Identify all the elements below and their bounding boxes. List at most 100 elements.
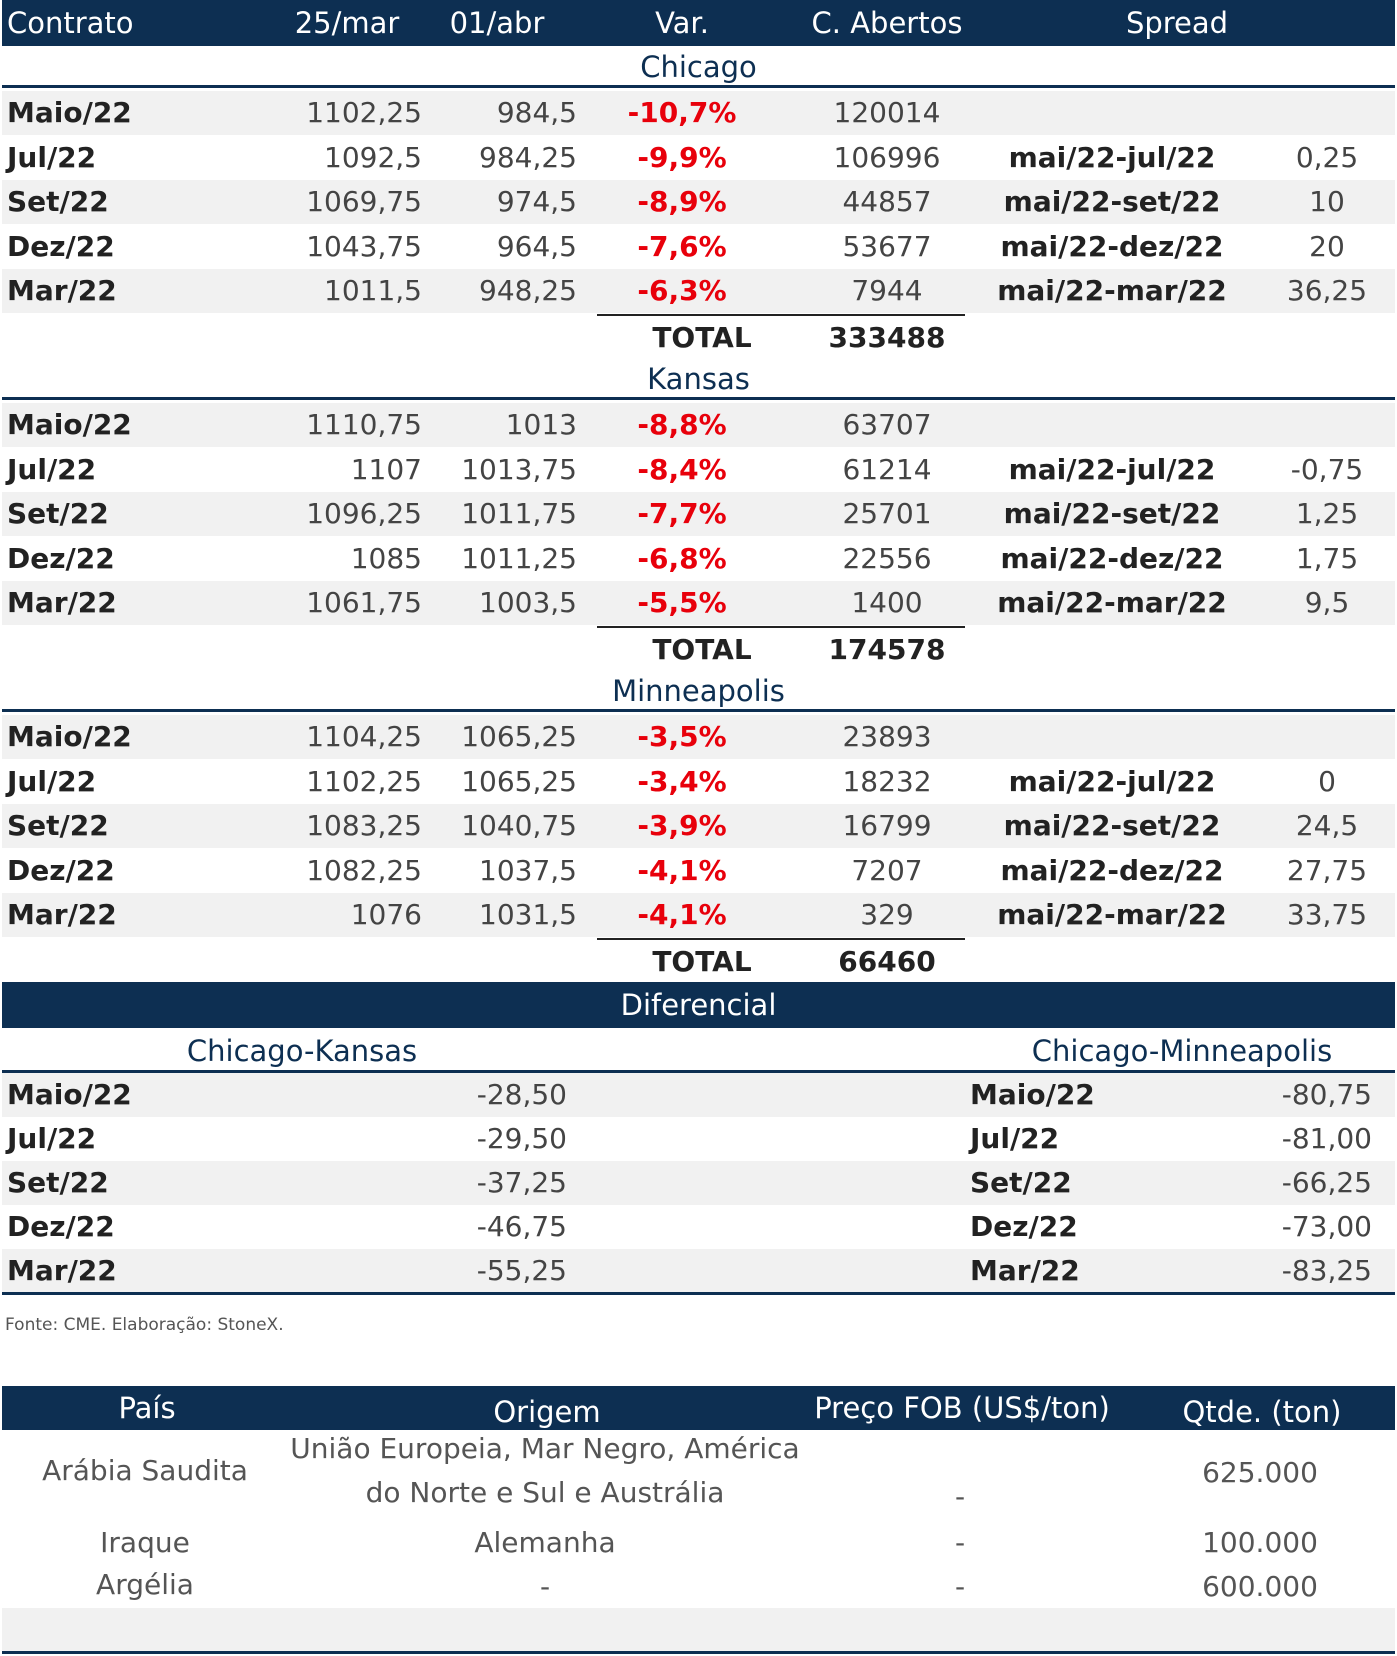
chicago-kansas-value: -29,50 <box>476 1122 567 1155</box>
source-note: Fonte: CME. Elaboração: StoneX. <box>5 1315 284 1335</box>
open-interest-cell: 61214 <box>842 452 932 486</box>
variation-cell: -6,8% <box>637 541 727 575</box>
table-row: Dez/22 1043,75 964,5 -7,6% 53677 mai/22-dez/2… <box>2 225 1395 269</box>
table-row: Maio/22 -28,50 Maio/22 -80,75 <box>2 1073 1395 1117</box>
spread-label-cell: mai/22-mar/22 <box>997 586 1227 619</box>
origem-cell: Alemanha <box>474 1526 616 1559</box>
chicago-minneapolis-title: Chicago-Minneapolis <box>1031 1034 1333 1068</box>
contract-cell: Maio/22 <box>7 96 132 129</box>
spread-label-cell: mai/22-set/22 <box>1003 185 1221 218</box>
open-interest-cell: 25701 <box>842 497 932 530</box>
table-row: Maio/22 1110,75 1013 -8,8% 63707 <box>2 403 1395 447</box>
contract-cell: Dez/22 <box>7 1210 115 1243</box>
table-row: Mar/22 -55,25 Mar/22 -83,25 <box>2 1249 1395 1293</box>
variation-cell: -8,9% <box>637 185 727 218</box>
origem-cell: União Europeia, Mar Negro, América <box>290 1432 800 1465</box>
col-open-interest: C. Abertos <box>811 6 963 40</box>
origem-cell: do Norte e Sul e Austrália <box>365 1476 725 1509</box>
price-date2-cell: 1031,5 <box>479 898 577 931</box>
contract-cell: Maio/22 <box>7 408 132 441</box>
contract-cell: Dez/22 <box>7 853 115 887</box>
price-date2-cell: 1037,5 <box>479 853 577 887</box>
open-interest-cell: 120014 <box>833 96 941 129</box>
spread-value-cell: 1,25 <box>1295 497 1359 530</box>
table-row: Mar/22 1076 1031,5 -4,1% 329 mai/22-mar/22 33,… <box>2 893 1395 937</box>
diferencial-header: Diferencial <box>2 982 1395 1028</box>
variation-cell: -7,7% <box>637 497 727 530</box>
price-date1-cell: 1085 <box>350 541 422 575</box>
chicago-minneapolis-value: -66,25 <box>1281 1166 1372 1199</box>
price-date1-cell: 1076 <box>350 898 422 931</box>
price-date1-cell: 1110,75 <box>306 408 422 441</box>
chicago-minneapolis-value: -83,25 <box>1281 1254 1372 1287</box>
spread-label-cell: mai/22-dez/22 <box>1000 853 1224 887</box>
chicago-kansas-value: -28,50 <box>476 1078 567 1111</box>
contract-cell: Set/22 <box>7 1166 109 1199</box>
contract-cell: Mar/22 <box>970 1254 1080 1287</box>
open-interest-cell: 329 <box>860 898 914 931</box>
table-row: Jul/22 -29,50 Jul/22 -81,00 <box>2 1117 1395 1161</box>
chicago-minneapolis-value: -80,75 <box>1281 1078 1372 1111</box>
diferencial-title: Diferencial <box>620 988 777 1022</box>
qtde-cell: 625.000 <box>1202 1456 1318 1489</box>
table-row: Set/22 1096,25 1011,75 -7,7% 25701 mai/22-set… <box>2 492 1395 536</box>
chicago-kansas-value: -55,25 <box>476 1254 567 1287</box>
contract-cell: Maio/22 <box>7 1078 132 1111</box>
total-row: TOTAL 174578 <box>2 628 1395 672</box>
chicago-minneapolis-value: -73,00 <box>1281 1210 1372 1243</box>
chicago-kansas-value: -37,25 <box>476 1166 567 1199</box>
spread-label-cell: mai/22-jul/22 <box>1008 140 1216 174</box>
price-date2-cell: 984,5 <box>496 96 577 129</box>
table-row: Maio/22 1104,25 1065,25 -3,5% 23893 <box>2 715 1395 759</box>
preco-cell: - <box>954 1570 966 1603</box>
variation-cell: -3,5% <box>637 720 727 753</box>
open-interest-cell: 18232 <box>842 764 932 798</box>
total-value: 66460 <box>838 944 936 978</box>
contract-cell: Jul/22 <box>970 1122 1060 1155</box>
total-divider <box>597 313 965 316</box>
price-date1-cell: 1102,25 <box>306 764 422 798</box>
total-label: TOTAL <box>652 944 752 978</box>
col-preco: Preço FOB (US$/ton) <box>814 1391 1110 1425</box>
col-var: Var. <box>655 6 709 40</box>
total-row: TOTAL 333488 <box>2 316 1395 360</box>
spread-value-cell: 33,75 <box>1286 898 1368 931</box>
open-interest-cell: 7207 <box>851 853 923 887</box>
pais-cell: Arábia Saudita <box>42 1454 248 1487</box>
spread-label-cell: mai/22-jul/22 <box>1008 452 1216 486</box>
contract-cell: Maio/22 <box>970 1078 1095 1111</box>
section-title: Chicago <box>2 46 1395 88</box>
price-date1-cell: 1043,75 <box>306 229 422 263</box>
total-label: TOTAL <box>652 320 752 354</box>
price-date2-cell: 964,5 <box>496 229 577 263</box>
open-interest-cell: 22556 <box>842 541 932 575</box>
table2-shaded-row <box>2 1608 1395 1652</box>
price-date2-cell: 1011,25 <box>461 541 577 575</box>
spread-label-cell: mai/22-mar/22 <box>997 274 1227 307</box>
table-row: Jul/22 1107 1013,75 -8,4% 61214 mai/22-jul/22… <box>2 448 1395 492</box>
price-date1-cell: 1082,25 <box>306 853 422 887</box>
total-row: TOTAL 66460 <box>2 940 1395 984</box>
chicago-minneapolis-value: -81,00 <box>1281 1122 1372 1155</box>
price-date2-cell: 1040,75 <box>461 809 577 842</box>
variation-cell: -3,9% <box>637 809 727 842</box>
price-date1-cell: 1061,75 <box>306 586 422 619</box>
table-row: Dez/22 1085 1011,25 -6,8% 22556 mai/22-dez/22… <box>2 537 1395 581</box>
contract-cell: Jul/22 <box>7 1122 97 1155</box>
variation-cell: -4,1% <box>637 853 727 887</box>
contract-cell: Maio/22 <box>7 720 132 753</box>
variation-cell: -10,7% <box>627 96 737 129</box>
price-date1-cell: 1107 <box>350 452 422 486</box>
table-row: Jul/22 1102,25 1065,25 -3,4% 18232 mai/22-jul… <box>2 760 1395 804</box>
open-interest-cell: 53677 <box>842 229 932 263</box>
table-row: Jul/22 1092,5 984,25 -9,9% 106996 mai/22-jul/… <box>2 136 1395 180</box>
price-date2-cell: 974,5 <box>496 185 577 218</box>
pais-cell: Argélia <box>96 1568 194 1601</box>
spread-label-cell: mai/22-dez/22 <box>1000 541 1224 575</box>
table-header: Contrato 25/mar 01/abr Var. C. Abertos S… <box>2 0 1395 46</box>
section-title: Kansas <box>2 358 1395 400</box>
table2-bottom-line <box>2 1651 1395 1654</box>
chicago-kansas-title: Chicago-Kansas <box>186 1034 418 1068</box>
contract-cell: Jul/22 <box>7 764 97 798</box>
price-date1-cell: 1011,5 <box>324 274 422 307</box>
